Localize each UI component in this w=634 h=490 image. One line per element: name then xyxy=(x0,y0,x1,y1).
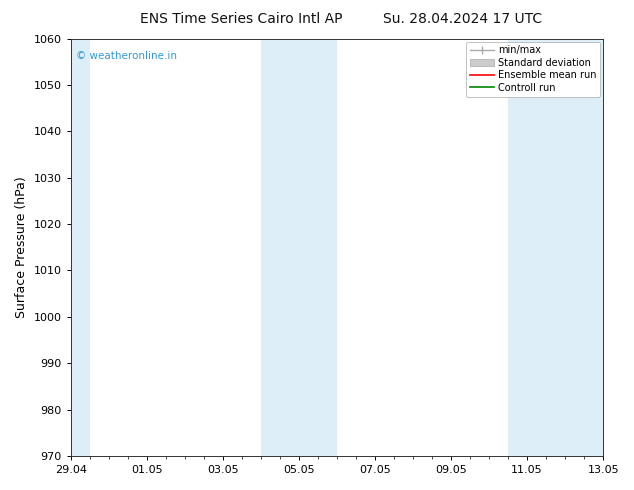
Y-axis label: Surface Pressure (hPa): Surface Pressure (hPa) xyxy=(15,176,28,318)
Bar xyxy=(67,39,90,456)
Text: © weatheronline.in: © weatheronline.in xyxy=(76,51,177,61)
Text: Su. 28.04.2024 17 UTC: Su. 28.04.2024 17 UTC xyxy=(384,12,542,26)
Bar xyxy=(508,39,607,456)
Text: ENS Time Series Cairo Intl AP: ENS Time Series Cairo Intl AP xyxy=(139,12,342,26)
Legend: min/max, Standard deviation, Ensemble mean run, Controll run: min/max, Standard deviation, Ensemble me… xyxy=(466,42,600,97)
Bar xyxy=(261,39,337,456)
